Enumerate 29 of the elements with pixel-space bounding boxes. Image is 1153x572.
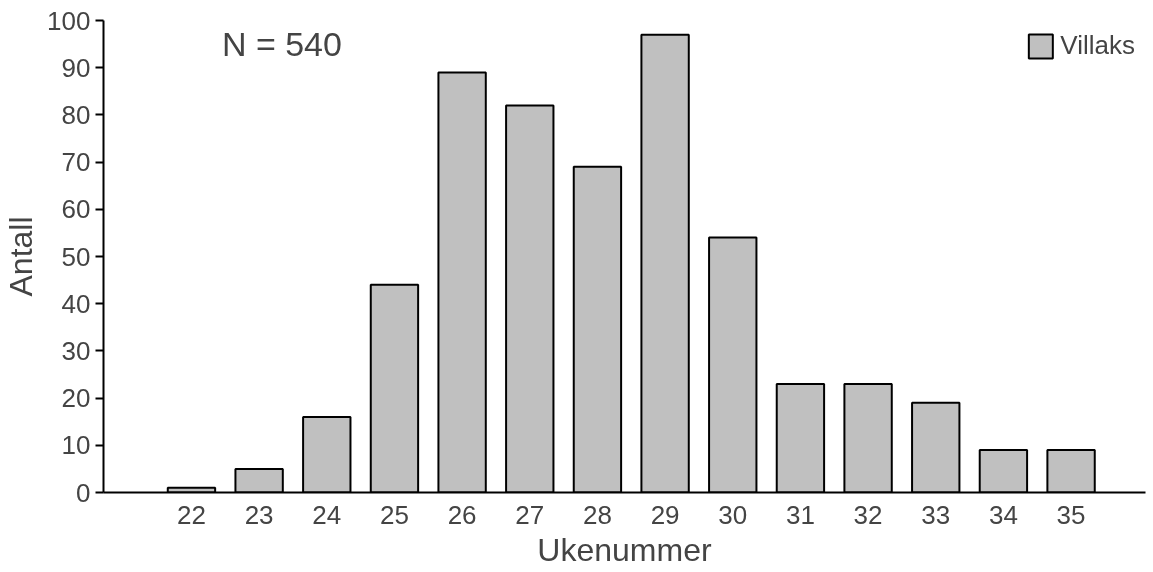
x-tick-label: 27 xyxy=(515,499,545,530)
annotation: N = 540 xyxy=(221,25,342,64)
y-tick-label: 70 xyxy=(61,147,91,178)
x-tick-label: 30 xyxy=(718,499,748,530)
y-tick-label: 30 xyxy=(61,335,91,366)
y-tick-label: 100 xyxy=(47,5,91,36)
x-tick-label: 29 xyxy=(650,499,680,530)
x-tick-label: 24 xyxy=(312,499,342,530)
y-tick-label: 0 xyxy=(76,477,91,508)
x-tick-label: 28 xyxy=(582,499,612,530)
x-tick-label: 32 xyxy=(853,499,883,530)
x-tick-label: 25 xyxy=(379,499,409,530)
legend-label: Villaks xyxy=(1060,30,1135,61)
x-tick-label: 31 xyxy=(785,499,815,530)
y-tick-label: 60 xyxy=(61,194,91,225)
x-tick-label: 34 xyxy=(988,499,1018,530)
x-tick-label: 33 xyxy=(921,499,951,530)
x-axis-title: Ukenummer xyxy=(537,531,712,568)
x-tick-label: 35 xyxy=(1056,499,1086,530)
x-tick-label: 23 xyxy=(244,499,274,530)
y-tick-label: 10 xyxy=(61,430,91,461)
y-tick-label: 40 xyxy=(61,288,91,319)
x-tick-label: 26 xyxy=(447,499,477,530)
y-tick-label: 80 xyxy=(61,99,91,130)
x-tick-label: 22 xyxy=(177,499,206,530)
y-tick-label: 20 xyxy=(61,383,91,414)
y-tick-label: 50 xyxy=(61,241,91,272)
y-axis-title: Antall xyxy=(3,216,40,297)
y-tick-label: 90 xyxy=(61,52,91,83)
